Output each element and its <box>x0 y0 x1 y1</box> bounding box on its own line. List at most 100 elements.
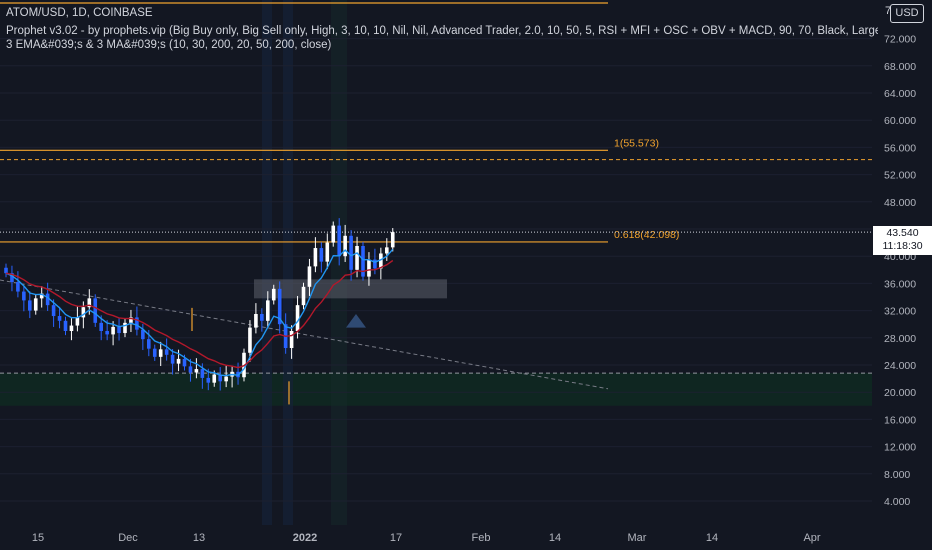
candle-body <box>129 317 133 323</box>
candle-body <box>170 354 175 364</box>
price-tick-label: 64.000 <box>884 88 916 100</box>
price-tick-label: 4.000 <box>884 496 910 508</box>
candle-body <box>224 376 228 382</box>
range-rectangle <box>254 279 447 299</box>
current-price-tag: 43.540 11:18:30 <box>873 226 932 255</box>
candle-body <box>158 349 163 357</box>
candle-body <box>39 293 44 299</box>
support-zone-band <box>0 373 872 406</box>
candle-body <box>266 300 270 321</box>
candle-body <box>349 235 353 270</box>
indicator-prophet-label[interactable]: Prophet v3.02 - by prophets.vip (Big Buy… <box>6 25 878 37</box>
candle-body <box>254 314 258 328</box>
price-tick-label: 52.000 <box>884 170 916 182</box>
candle-body <box>260 314 264 321</box>
candle-body <box>331 225 336 243</box>
signal-triangle <box>346 314 366 328</box>
candle-body <box>361 246 365 277</box>
candle-body <box>367 259 371 277</box>
candle-body <box>69 325 74 331</box>
price-tick-label: 16.000 <box>884 414 916 426</box>
candle-body <box>16 282 20 292</box>
time-tick-label: Mar <box>628 532 647 544</box>
candle-body <box>141 329 145 340</box>
candle-body <box>248 327 252 353</box>
candle-body <box>188 366 193 373</box>
session-bands <box>0 0 872 525</box>
price-tick-label: 36.000 <box>884 278 916 290</box>
candle-body <box>99 322 103 331</box>
price-tick-label: 28.000 <box>884 333 916 345</box>
candle-body <box>117 326 121 334</box>
candle-body <box>33 298 38 311</box>
candle-body <box>152 348 157 357</box>
candle-body <box>164 349 169 355</box>
candle-body <box>343 235 347 257</box>
price-tick-label: 48.000 <box>884 197 916 209</box>
price-tick-label: 68.000 <box>884 61 916 73</box>
candle-body <box>111 326 115 335</box>
price-tick-label: 12.000 <box>884 442 916 454</box>
candle-body <box>212 374 217 383</box>
candle-body <box>218 374 222 382</box>
candle-body <box>45 293 50 306</box>
time-tick-label: 15 <box>32 532 44 544</box>
time-tick-label: 17 <box>390 532 402 544</box>
candle-body <box>271 288 276 301</box>
candle-body <box>87 298 92 308</box>
candle-body <box>307 266 312 287</box>
descending-trendline <box>0 279 609 390</box>
ema-line <box>5 248 394 377</box>
time-tick-label: Apr <box>803 532 820 544</box>
candle-body <box>4 267 8 274</box>
time-tick-label: 14 <box>549 532 561 544</box>
price-tick-label: 56.000 <box>884 142 916 154</box>
candle-body <box>385 247 389 254</box>
candle-body <box>355 246 359 270</box>
fib-label-0618: 0.618(42.098) <box>614 229 679 241</box>
time-tick-label: Dec <box>118 532 138 544</box>
ma-line <box>5 259 394 369</box>
indicator-ema-ma-label[interactable]: 3 EMA&#039;s & 3 MA&#039;s (10, 30, 200,… <box>6 39 332 51</box>
current-price-value: 43.540 <box>886 227 919 239</box>
time-tick-label: 2022 <box>293 532 317 544</box>
price-tick-label: 20.000 <box>884 387 916 399</box>
candle-body <box>379 253 383 269</box>
candle-body <box>325 242 330 262</box>
candle-body <box>182 358 187 367</box>
time-axis[interactable]: 15 Dec 13 2022 17 Feb 14 Mar 14 Apr <box>32 532 821 544</box>
candle-body <box>289 331 294 348</box>
time-tick-label: Feb <box>472 532 491 544</box>
time-tick-label: 14 <box>706 532 718 544</box>
time-tick-label: 13 <box>193 532 205 544</box>
candle-body <box>57 316 62 321</box>
candle-body <box>81 307 86 318</box>
price-tick-label: 32.000 <box>884 306 916 318</box>
price-tick-label: 60.000 <box>884 115 916 127</box>
candle-body <box>123 322 127 334</box>
candle-body <box>51 305 56 317</box>
candle-body <box>200 369 205 378</box>
price-tick-label: 8.000 <box>884 469 910 481</box>
candle-body <box>63 320 68 331</box>
candle-body <box>22 291 26 301</box>
candle-body <box>10 273 14 283</box>
candle-body <box>390 232 395 248</box>
candle-body <box>337 225 341 257</box>
candle-body <box>373 259 377 269</box>
candle-body <box>206 377 211 383</box>
currency-badge[interactable]: USD <box>890 4 924 23</box>
symbol-title: ATOM/USD, 1D, COINBASE <box>6 7 153 19</box>
candle-body <box>93 298 98 323</box>
candle-body <box>295 305 300 331</box>
candle-body <box>176 358 181 364</box>
candle-body <box>313 248 318 267</box>
price-tick-label: 24.000 <box>884 360 916 372</box>
moving-average-lines <box>5 248 394 377</box>
candle-body <box>277 288 282 325</box>
candle-body <box>105 331 109 335</box>
candle-body <box>147 339 151 349</box>
candle-body <box>28 300 32 311</box>
